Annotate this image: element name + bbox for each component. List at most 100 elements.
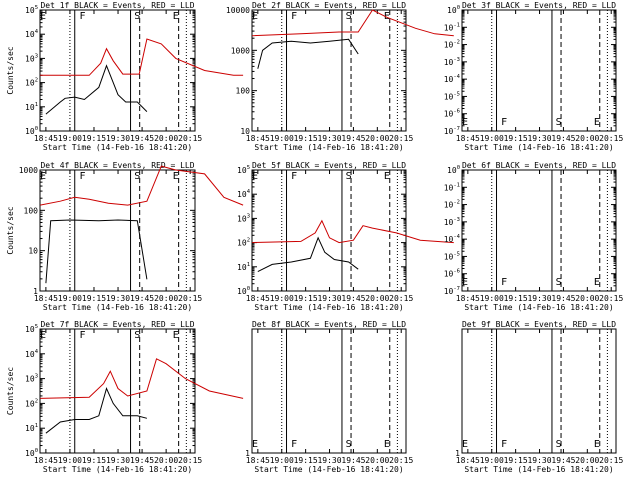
x-tick-label-5: 20:00 xyxy=(365,456,389,465)
y-tick-label-0: 100 xyxy=(237,286,250,296)
marker-label-2: S xyxy=(134,11,140,22)
series-events-line xyxy=(45,64,148,115)
y-tick-label-3: 103 xyxy=(25,53,38,63)
marker-label-3: E xyxy=(173,11,179,22)
x-tick-label-1: 19:00 xyxy=(270,134,294,143)
x-tick-label-1: 19:00 xyxy=(58,294,82,303)
series-events-line xyxy=(45,387,148,434)
x-tick-label-2: 19:15 xyxy=(294,456,318,465)
x-tick-label-6: 20:15 xyxy=(178,456,202,465)
marker-label-2: S xyxy=(556,117,562,128)
marker-label-0: E xyxy=(252,11,258,22)
y-tick-label-0: 1 xyxy=(455,449,460,458)
x-tick-label-0: 18:45 xyxy=(456,294,480,303)
y-tick-label-7: 100 xyxy=(447,5,460,15)
y-tick-label-1: 101 xyxy=(25,102,38,112)
marker-label-3: E xyxy=(384,171,390,182)
series-lld-line xyxy=(40,38,244,76)
x-tick-label-5: 20:00 xyxy=(154,456,178,465)
x-tick-label-3: 19:30 xyxy=(106,456,130,465)
y-tick-label-2: 102 xyxy=(25,398,38,408)
marker-label-0: E xyxy=(40,330,46,341)
series-lld-line xyxy=(40,165,244,206)
marker-label-3: E xyxy=(384,439,390,450)
x-tick-label-4: 19:45 xyxy=(130,134,154,143)
y-tick-label-1: 10 xyxy=(28,247,38,256)
marker-label-1: F xyxy=(79,330,85,341)
y-tick-label-3: 10-4 xyxy=(444,74,461,84)
x-tick-label-2: 19:15 xyxy=(82,294,106,303)
plot-frame xyxy=(251,328,407,454)
x-tick-label-1: 19:00 xyxy=(58,134,82,143)
y-tick-label-0: 10-7 xyxy=(444,126,460,136)
x-tick-label-0: 18:45 xyxy=(34,456,58,465)
plot-frame xyxy=(251,169,407,292)
y-tick-label-2: 10-5 xyxy=(444,251,460,261)
y-tick-label-1: 101 xyxy=(237,262,250,272)
y-tick-label-5: 10-2 xyxy=(444,200,460,210)
marker-label-2: S xyxy=(134,330,140,341)
y-tick-label-6: 10-1 xyxy=(444,182,460,192)
x-tick-label-6: 20:15 xyxy=(599,134,623,143)
marker-label-1: F xyxy=(291,171,297,182)
y-tick-label-5: 105 xyxy=(25,324,38,334)
marker-label-2: S xyxy=(346,11,352,22)
chart-title: Det 9f BLACK = Events, RED = LLD xyxy=(462,320,616,329)
x-tick-label-6: 20:15 xyxy=(178,134,202,143)
chart-title: Det 4f BLACK = Events, RED = LLD xyxy=(40,161,194,170)
x-tick-label-5: 20:00 xyxy=(365,294,389,303)
y-tick-label-4: 104 xyxy=(25,349,39,359)
x-axis-label: Start Time (14-Feb-16 18:41:20) xyxy=(43,143,192,152)
x-tick-label-3: 19:30 xyxy=(106,294,130,303)
x-tick-label-4: 19:45 xyxy=(341,456,365,465)
series-events-line xyxy=(257,236,359,273)
marker-label-1: F xyxy=(79,11,85,22)
x-tick-label-6: 20:15 xyxy=(178,294,202,303)
series-events-line xyxy=(257,38,359,69)
y-tick-label-2: 1000 xyxy=(231,46,250,55)
x-tick-label-3: 19:30 xyxy=(317,456,341,465)
y-tick-label-1: 10-6 xyxy=(444,269,460,279)
x-axis-label: Start Time (14-Feb-16 18:41:20) xyxy=(254,303,403,312)
x-tick-label-2: 19:15 xyxy=(504,134,528,143)
y-tick-label-2: 102 xyxy=(25,78,38,88)
x-tick-label-0: 18:45 xyxy=(246,456,270,465)
plot-frame xyxy=(461,169,617,292)
marker-label-0: E xyxy=(40,11,46,22)
marker-label-0: E xyxy=(252,171,258,182)
x-tick-label-0: 18:45 xyxy=(246,134,270,143)
marker-label-3: E xyxy=(384,11,390,22)
marker-label-0: E xyxy=(462,117,468,128)
y-tick-label-0: 1 xyxy=(245,449,250,458)
series-events-line xyxy=(45,219,148,284)
y-tick-label-2: 102 xyxy=(237,238,250,248)
x-tick-label-4: 19:45 xyxy=(130,456,154,465)
x-tick-label-4: 19:45 xyxy=(551,134,575,143)
marker-label-2: S xyxy=(346,171,352,182)
marker-label-3: E xyxy=(173,171,179,182)
x-tick-label-6: 20:15 xyxy=(389,134,413,143)
marker-label-3: E xyxy=(594,117,600,128)
marker-label-1: F xyxy=(501,277,507,288)
y-axis-label: Counts/sec xyxy=(6,206,15,254)
x-tick-label-2: 19:15 xyxy=(504,456,528,465)
y-tick-label-5: 10-2 xyxy=(444,40,460,50)
x-tick-label-0: 18:45 xyxy=(34,294,58,303)
plot-frame xyxy=(461,328,617,454)
plot-frame xyxy=(39,9,196,132)
x-tick-label-6: 20:15 xyxy=(599,456,623,465)
y-tick-label-2: 100 xyxy=(24,206,39,215)
x-tick-label-3: 19:30 xyxy=(527,456,551,465)
x-tick-label-1: 19:00 xyxy=(480,134,504,143)
y-tick-label-4: 10-3 xyxy=(444,57,460,67)
marker-label-3: E xyxy=(173,330,179,341)
x-tick-label-6: 20:15 xyxy=(599,294,623,303)
x-tick-label-0: 18:45 xyxy=(34,134,58,143)
